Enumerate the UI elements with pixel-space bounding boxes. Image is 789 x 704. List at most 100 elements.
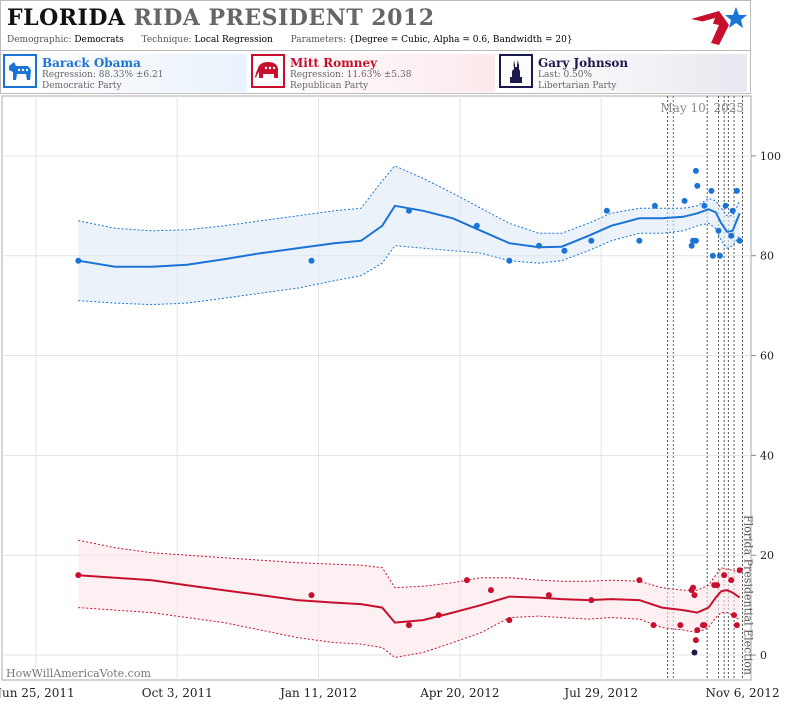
romney-poll-point <box>463 577 470 584</box>
romney-poll-point <box>690 584 697 591</box>
y-tick-label: 100 <box>760 150 781 163</box>
candidate-name: Gary Johnson <box>538 56 629 70</box>
obama-poll-point <box>506 257 513 264</box>
obama-poll-point <box>722 202 729 209</box>
obama-poll-point <box>75 257 82 264</box>
x-tick-label: Oct 3, 2011 <box>142 686 213 700</box>
obama-poll-point <box>603 207 610 214</box>
parameters-label: Parameters: <box>290 35 347 45</box>
obama-poll-point <box>715 227 722 234</box>
obama-upper-bound-line <box>78 165 741 234</box>
romney-poll-point <box>728 577 735 584</box>
romney-poll-point <box>736 567 743 574</box>
page-title: FLORIDA RIDA PRESIDENT 2012 <box>7 5 435 31</box>
romney-poll-point <box>721 572 728 579</box>
obama-poll-point <box>688 242 695 249</box>
event-label: Florida Presidential Election <box>742 515 755 675</box>
demographic-value: Democrats <box>74 35 124 45</box>
candidate-party: Democratic Party <box>42 81 122 91</box>
candidate-stat: Regression: 11.63% ±5.38 <box>290 70 412 80</box>
romney-poll-point <box>677 622 684 629</box>
y-tick-label: 20 <box>760 549 774 562</box>
romney-poll-point <box>692 637 699 644</box>
obama-poll-point <box>701 202 708 209</box>
romney-trend-line <box>78 574 741 624</box>
romney-poll-point <box>731 612 738 619</box>
obama-poll-point <box>728 232 735 239</box>
obama-trend-line <box>78 204 741 268</box>
x-tick-label: Jun 25, 2011 <box>0 686 75 700</box>
obama-poll-point <box>588 237 595 244</box>
obama-confidence-band <box>78 165 740 305</box>
romney-poll-point <box>636 577 643 584</box>
poll-chart: Jun 25, 2011 Oct 3, 2011 Jan 11, 2012 Apr 2… <box>0 95 781 700</box>
candidate-romney: Mitt Romney Regression: 11.63% ±5.38 Rep… <box>251 54 495 92</box>
romney-poll-point <box>733 622 740 629</box>
elephant-icon <box>251 54 285 88</box>
romney-poll-point <box>545 592 552 599</box>
donkey-icon <box>3 54 37 88</box>
obama-poll-point <box>733 187 740 194</box>
romney-poll-point <box>75 572 82 579</box>
romney-poll-point <box>487 587 494 594</box>
romney-poll-point <box>694 627 701 634</box>
obama-poll-point <box>708 187 715 194</box>
romney-poll-point <box>650 622 657 629</box>
candidate-obama: Barack Obama Regression: 88.33% ±6.21 De… <box>3 54 247 92</box>
technique-label: Technique: <box>141 35 192 45</box>
obama-poll-point <box>692 237 699 244</box>
parameters-line: Demographic: Democrats Technique: Local … <box>7 35 573 45</box>
liberty-statue-icon <box>499 54 533 88</box>
header-bar: FLORIDA RIDA PRESIDENT 2012 Demographic:… <box>0 0 751 50</box>
candidate-name: Barack Obama <box>42 56 141 70</box>
obama-poll-point <box>729 207 736 214</box>
site-logo-icon <box>691 7 747 45</box>
candidate-party: Libertarian Party <box>538 81 617 91</box>
title-state: FLORIDA <box>7 5 126 31</box>
candidate-stat: Regression: 88.33% ±6.21 <box>42 70 164 80</box>
romney-poll-point <box>506 617 513 624</box>
romney-confidence-band <box>78 540 740 658</box>
obama-poll-point <box>308 257 315 264</box>
obama-poll-point <box>651 202 658 209</box>
parameters-value: {Degree = Cubic, Alpha = 0.6, Bandwidth … <box>348 35 573 45</box>
obama-poll-point <box>692 167 699 174</box>
romney-poll-point <box>588 597 595 604</box>
romney-poll-point <box>701 622 708 629</box>
romney-poll-point <box>435 612 442 619</box>
johnson-poll-point <box>691 649 698 656</box>
candidate-party: Republican Party <box>290 81 369 91</box>
y-tick-label: 40 <box>760 449 774 462</box>
obama-poll-point <box>736 237 743 244</box>
candidate-johnson: Gary Johnson Last: 0.50% Libertarian Par… <box>499 54 747 92</box>
candidate-name: Mitt Romney <box>290 56 378 70</box>
romney-poll-point <box>406 622 413 629</box>
romney-poll-point <box>691 592 698 599</box>
romney-upper-bound-line <box>78 539 740 591</box>
watermark-text: HowWillAmericaVote.com <box>6 667 151 680</box>
obama-poll-point <box>561 247 568 254</box>
obama-poll-point <box>681 197 688 204</box>
y-tick-label: 60 <box>760 350 774 363</box>
obama-poll-point <box>709 252 716 259</box>
x-tick-label: Jul 29, 2012 <box>562 686 638 700</box>
romney-poll-point <box>308 592 315 599</box>
candidate-stat: Last: 0.50% <box>538 70 593 80</box>
obama-poll-point <box>536 242 543 249</box>
x-tick-label: Nov 6, 2012 <box>705 686 779 700</box>
y-tick-label: 80 <box>760 250 774 263</box>
technique-value: Local Regression <box>194 35 273 45</box>
candidate-legend: Barack Obama Regression: 88.33% ±6.21 De… <box>0 50 751 94</box>
date-label: May 10, 2025 <box>661 101 744 115</box>
obama-poll-point <box>716 252 723 259</box>
title-office: RIDA PRESIDENT 2012 <box>133 5 435 31</box>
romney-poll-point <box>714 582 721 589</box>
obama-poll-point <box>473 222 480 229</box>
demographic-label: Demographic: <box>7 35 72 45</box>
x-tick-label: Apr 20, 2012 <box>419 686 499 700</box>
obama-poll-point <box>406 207 413 214</box>
obama-poll-point <box>636 237 643 244</box>
y-tick-label: 0 <box>760 649 767 662</box>
x-tick-label: Jan 11, 2012 <box>278 686 357 700</box>
obama-poll-point <box>694 182 701 189</box>
